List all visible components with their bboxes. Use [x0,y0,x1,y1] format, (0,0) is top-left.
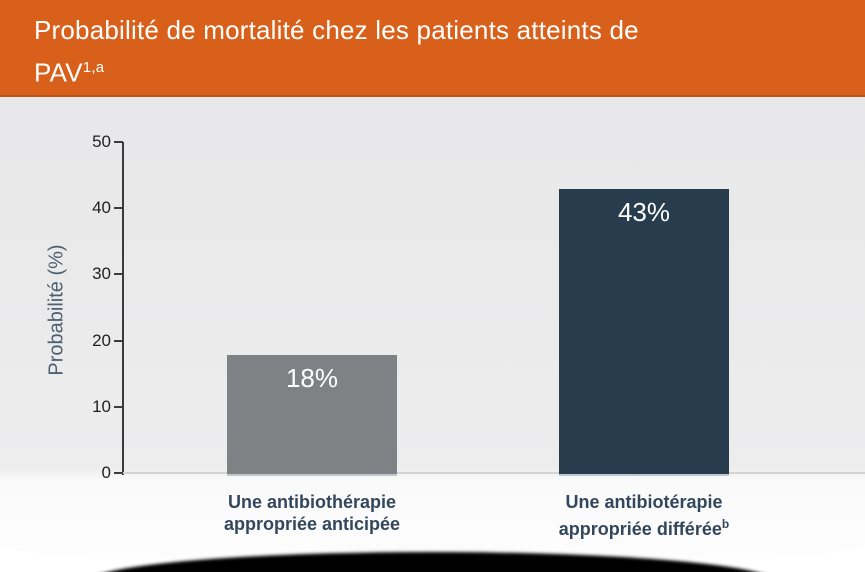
y-tick [114,406,123,408]
y-axis-line [122,142,124,475]
y-tick [114,340,123,342]
bar-category-label-line1: Une antibiothérapie [227,492,397,512]
y-tick-label: 30 [92,264,111,283]
y-tick-label: 50 [92,132,111,151]
page-title-superscript: 1,a [82,59,105,76]
y-tick-label: 20 [92,331,111,350]
y-tick-label: 10 [92,397,111,416]
y-tick [114,207,123,209]
bar-value-label: 43% [617,197,671,227]
y-tick-label: 0 [101,463,111,482]
y-tick [114,141,123,143]
y-tick [114,273,123,275]
y-tick-label: 40 [92,198,111,217]
bar-category-label: Une antibiotérapie appropriée différéeb [494,491,794,540]
bar-chart: Probabilité (%) 0 10 20 30 40 50 18% Une antib… [45,132,865,540]
bar-category-label-line2: appropriée anticipée [223,514,401,534]
slide-card: Probabilité de mortalité chez les patien… [0,0,865,558]
page-title-line2: PAV [34,57,83,88]
bar: 18% [227,355,397,476]
bar-category-label-superscript: b [721,517,730,531]
page-title-line1: Probabilité de mortalité chez les patien… [34,15,639,45]
header-banner: Probabilité de mortalité chez les patien… [0,0,865,97]
bar-value-label: 18% [285,363,339,393]
x-axis-line [123,472,865,474]
bar-category-label-line2: appropriée différéeb [558,517,730,539]
bar-category-label-line1: Une antibiotérapie [565,492,723,512]
page-title: Probabilité de mortalité chez les patien… [34,12,835,92]
bar-category-label: Une antibiothérapie appropriée anticipée [162,491,462,535]
bottom-shadow [88,552,776,572]
bar: 43% [559,189,729,476]
y-axis-title: Probabilité (%) [45,244,68,376]
y-tick [114,472,123,474]
